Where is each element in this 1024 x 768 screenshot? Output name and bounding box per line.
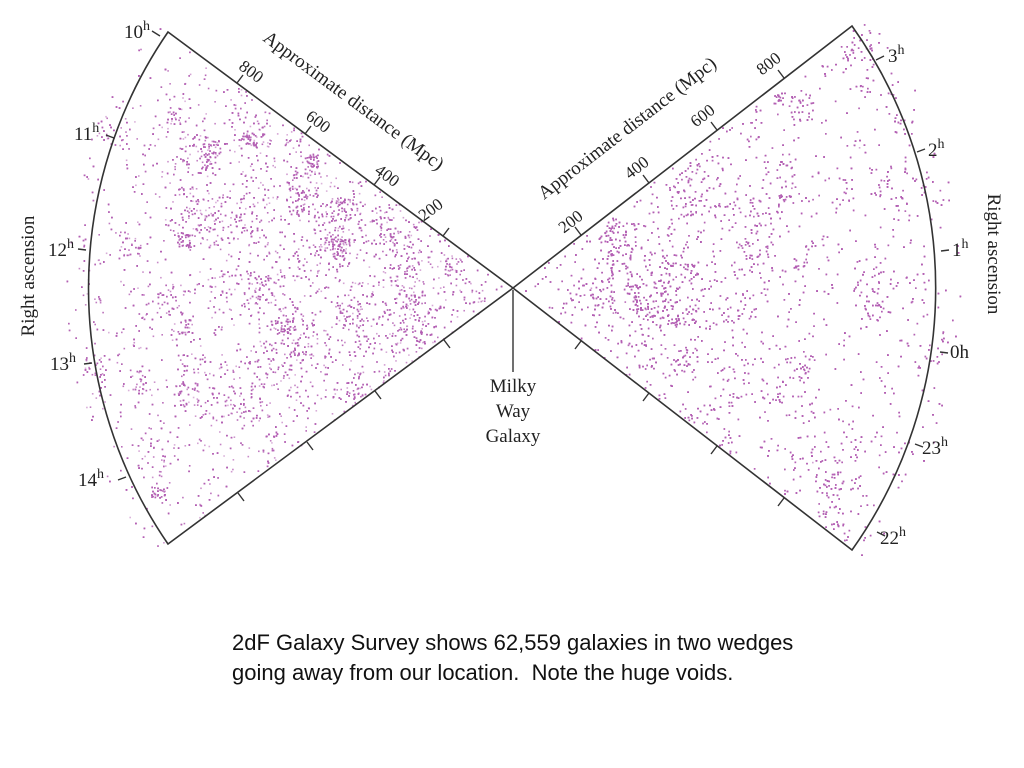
left-distance-tick-marks (236, 74, 450, 237)
left-distance-axis-title: Approximate distance (Mpc) (259, 27, 448, 175)
right-right-ascension-label: Right ascension (983, 194, 1004, 315)
milky-way-label-line1: Milky (490, 376, 537, 397)
right-distance-tick-marks (574, 69, 785, 236)
left-hour-tick-marks (77, 30, 161, 481)
hour-label-1h: 1h (952, 237, 969, 261)
hour-label-12h: 12h (48, 237, 74, 261)
hour-label-13h: 13h (50, 351, 76, 375)
galaxy-survey-diagram: Approximate distance (Mpc) 200 400 600 8… (18, 19, 1004, 556)
hour-label-10h: 10h (124, 19, 150, 43)
figure-caption: 2dF Galaxy Survey shows 62,559 galaxies … (232, 628, 932, 688)
right-distance-tick-200: 200 (555, 206, 587, 237)
hour-label-3h: 3h (888, 43, 905, 67)
right-distance-tick-800: 800 (753, 48, 785, 79)
left-lower-tick-marks (237, 339, 451, 502)
hour-label-22h: 22h (880, 525, 906, 549)
right-lower-tick-marks (574, 340, 785, 507)
right-hour-tick-marks (875, 55, 950, 537)
right-wedge-outline (511, 24, 937, 552)
hour-label-11h: 11h (74, 121, 99, 145)
left-wedge-outline (87, 30, 515, 546)
left-right-ascension-label: Right ascension (18, 215, 39, 336)
caption-line-2: going away from our location. Note the h… (232, 660, 734, 685)
hour-label-0h: 0h (950, 342, 970, 363)
left-distance-tick-800: 800 (235, 56, 267, 86)
left-distance-tick-200: 200 (415, 194, 447, 224)
milky-way-label-line2: Way (496, 401, 531, 422)
left-wedge-galaxy-points (66, 28, 503, 547)
hour-label-2h: 2h (928, 137, 945, 161)
caption-line-1: 2dF Galaxy Survey shows 62,559 galaxies … (232, 630, 794, 655)
hour-label-23h: 23h (922, 435, 948, 459)
right-distance-tick-400: 400 (621, 152, 653, 183)
milky-way-label-line3: Galaxy (486, 426, 541, 447)
right-wedge-galaxy-points (525, 24, 962, 556)
right-distance-axis-title: Approximate distance (Mpc) (534, 53, 721, 204)
hour-label-14h: 14h (78, 467, 104, 491)
